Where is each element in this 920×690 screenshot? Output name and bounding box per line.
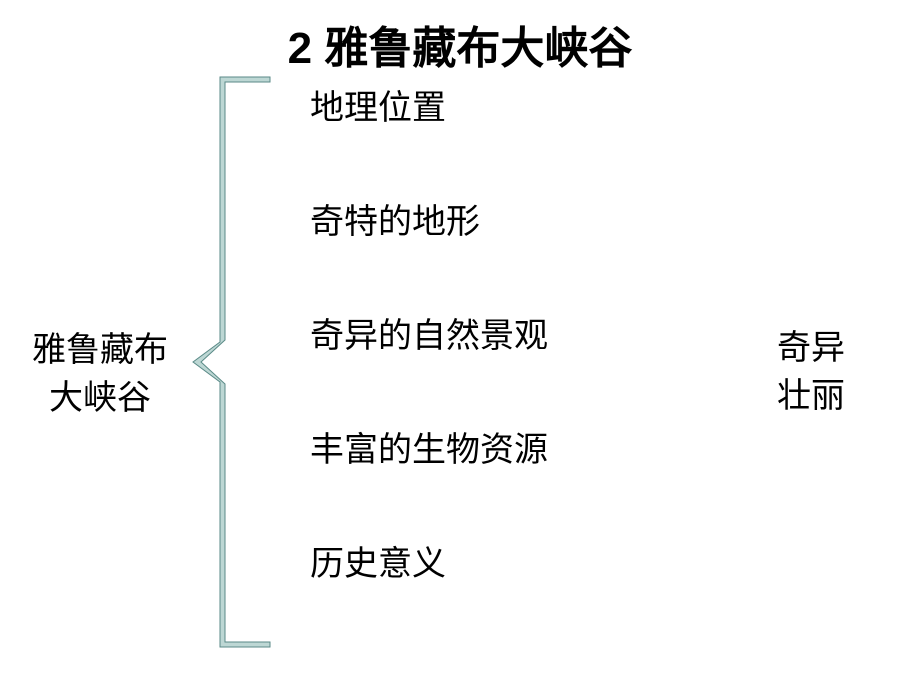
left-label-line2: 大峡谷 [49,380,151,417]
list-item: 地理位置 [310,80,548,129]
list-item: 奇特的地形 [310,194,548,243]
left-label-line1: 雅鲁藏布 [32,332,168,369]
list-item: 历史意义 [310,536,548,585]
right-label-line1: 奇异 [777,330,845,367]
right-label-line2: 壮丽 [777,378,845,415]
brace-icon [185,72,285,652]
items-list: 地理位置 奇特的地形 奇异的自然景观 丰富的生物资源 历史意义 [310,80,548,650]
list-item: 丰富的生物资源 [310,422,548,471]
list-item: 奇异的自然景观 [310,308,548,357]
right-label: 奇异 壮丽 [777,325,845,420]
left-label: 雅鲁藏布 大峡谷 [20,327,180,422]
page-title: 2 雅鲁藏布大峡谷 [0,12,920,76]
